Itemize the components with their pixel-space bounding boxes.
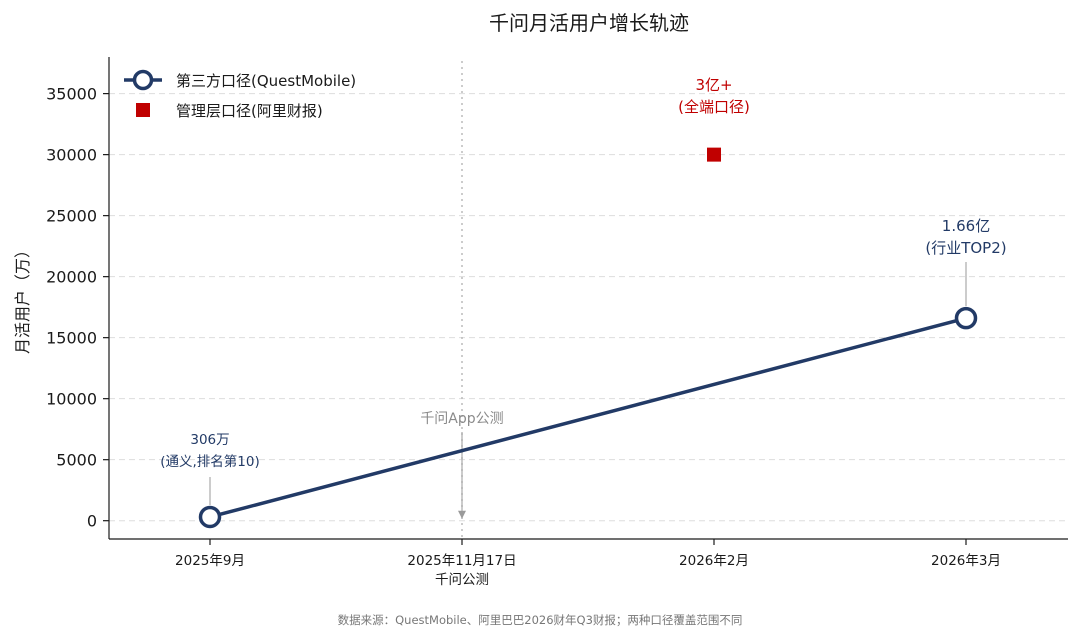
- launch-annotation: 千问App公测: [420, 411, 503, 427]
- y-tick-label: 5000: [56, 451, 97, 470]
- legend-circle-marker: [132, 69, 154, 91]
- last-point-annotation-line2: (行业TOP2): [925, 239, 1006, 257]
- y-axis-label: 月活用户（万）: [13, 242, 32, 354]
- legend-square-marker: [136, 103, 150, 117]
- source-note: 数据来源：QuestMobile、阿里巴巴2026财年Q3财报；两种口径覆盖范围…: [338, 613, 743, 627]
- last-point-annotation-line1: 1.66亿: [942, 217, 990, 235]
- data-point-questmobile: [198, 505, 222, 529]
- series-line-questmobile: [209, 316, 967, 519]
- legend: 第三方口径(QuestMobile) 管理层口径(阿里财报): [124, 69, 356, 120]
- x-tick-label: 2026年2月: [679, 553, 749, 569]
- y-tick-label: 10000: [46, 390, 97, 409]
- data-point-mgmt: [707, 147, 721, 162]
- x-tick-label: 2025年11月17日: [407, 553, 516, 569]
- data-point-questmobile: [954, 306, 978, 330]
- mgmt-point-annotation-line2: (全端口径): [678, 98, 750, 116]
- x-tick-label: 2026年3月: [931, 553, 1001, 569]
- y-tick-label: 25000: [46, 207, 97, 226]
- mgmt-point-annotation-line1: 3亿+: [695, 76, 732, 94]
- legend-label-questmobile: 第三方口径(QuestMobile): [176, 72, 356, 90]
- y-tick-label: 0: [87, 512, 97, 531]
- first-point-annotation-line2: (通义,排名第10): [160, 453, 260, 470]
- x-tick-sublabel: 千问公测: [435, 572, 489, 588]
- launch-arrow-head: [458, 510, 466, 519]
- x-tick-label: 2025年9月: [175, 553, 245, 569]
- y-tick-label: 15000: [46, 329, 97, 348]
- y-tick-label: 30000: [46, 146, 97, 165]
- y-tick-label: 35000: [46, 85, 97, 104]
- series-layer: [198, 147, 978, 529]
- chart-title: 千问月活用户增长轨迹: [489, 11, 689, 35]
- legend-label-mgmt: 管理层口径(阿里财报): [176, 102, 323, 120]
- first-point-annotation-line1: 306万: [190, 432, 229, 448]
- y-ticks: 0 5000 10000 15000 20000 25000 30000 35000: [46, 85, 109, 531]
- y-tick-label: 20000: [46, 268, 97, 287]
